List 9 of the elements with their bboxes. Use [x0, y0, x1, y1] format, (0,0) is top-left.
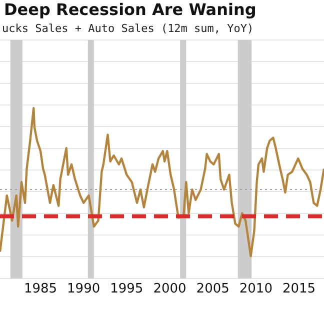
x-tick-label: 1985 [24, 282, 58, 297]
x-tick-label: 2015 [282, 282, 316, 297]
x-tick-label: 2005 [196, 282, 230, 297]
x-tick-label: 2000 [153, 282, 186, 297]
x-tick-label: 2010 [239, 282, 272, 297]
chart-title: Deep Recession Are Waning [4, 0, 256, 19]
x-tick-label: 1990 [67, 282, 100, 297]
x-tick-label: 1995 [110, 282, 144, 297]
chart-subtitle: ucks Sales + Auto Sales (12m sum, YoY) [2, 22, 254, 35]
